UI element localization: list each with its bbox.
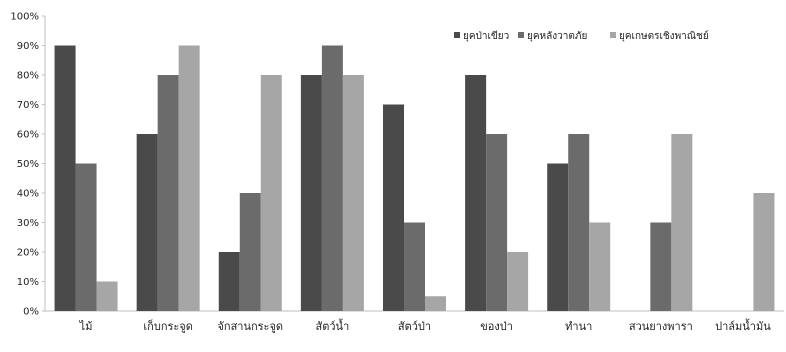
legend-swatch [454, 32, 460, 38]
y-tick-label: 80% [17, 71, 39, 82]
bar [260, 75, 282, 311]
bar [753, 193, 775, 311]
x-category-label: เก็บกระจูด [143, 319, 192, 333]
y-tick-label: 90% [17, 41, 39, 52]
y-tick-label: 10% [17, 277, 39, 288]
y-tick-label: 20% [17, 248, 39, 259]
x-category-label: ปาล์มน้ำมัน [715, 318, 771, 333]
bar [54, 45, 76, 311]
x-category-label: จักสานกระจูด [217, 320, 283, 333]
y-tick-label: 40% [17, 189, 39, 200]
bar [671, 134, 693, 311]
y-tick-label: 70% [17, 100, 39, 111]
bar [157, 75, 179, 311]
x-category-label: สัตว์ป่า [398, 320, 431, 333]
bar [507, 252, 529, 311]
legend-label: ยุคเกษตรเชิงพาณิชย์ [619, 30, 709, 42]
x-category-label: สวนยางพารา [629, 320, 693, 333]
y-tick-label: 100% [10, 12, 39, 23]
bar [300, 75, 322, 311]
bar [486, 134, 508, 311]
x-category-label: ทำนา [565, 320, 592, 333]
bar [136, 134, 158, 311]
legend-label: ยุคป่าเขียว [463, 30, 509, 42]
bar [404, 222, 425, 311]
bar [178, 45, 200, 311]
legend-swatch [518, 32, 524, 38]
bar [342, 75, 364, 311]
y-tick-label: 50% [17, 159, 39, 170]
bar [425, 296, 446, 311]
bar [383, 104, 404, 311]
legend: ยุคป่าเขียว ยุคหลังวาตภัย ยุคเกษตรเชิงพาณิ… [454, 30, 709, 42]
bar [547, 163, 569, 311]
y-tick-label: 30% [17, 218, 39, 229]
legend-swatch [610, 32, 616, 38]
y-tick-label: 0% [23, 307, 39, 318]
y-tick-label: 60% [17, 130, 39, 141]
bars [54, 45, 775, 311]
axes: 0% 10% 20% 30% 40% 50% 60% 70% 80% 90% 100% ไม้ เก็บ… [10, 12, 784, 333]
bar [650, 222, 672, 311]
bar [218, 252, 240, 311]
bar [96, 281, 118, 311]
legend-label: ยุคหลังวาตภัย [527, 31, 587, 42]
x-category-label: ของป่า [480, 320, 513, 333]
bar [589, 222, 611, 311]
bar [465, 75, 487, 311]
bar [239, 193, 261, 311]
bar [568, 134, 590, 311]
x-category-label: ไม้ [79, 320, 93, 333]
x-category-label: สัตว์น้ำ [316, 318, 350, 333]
bar [321, 45, 343, 311]
bar [75, 163, 97, 311]
